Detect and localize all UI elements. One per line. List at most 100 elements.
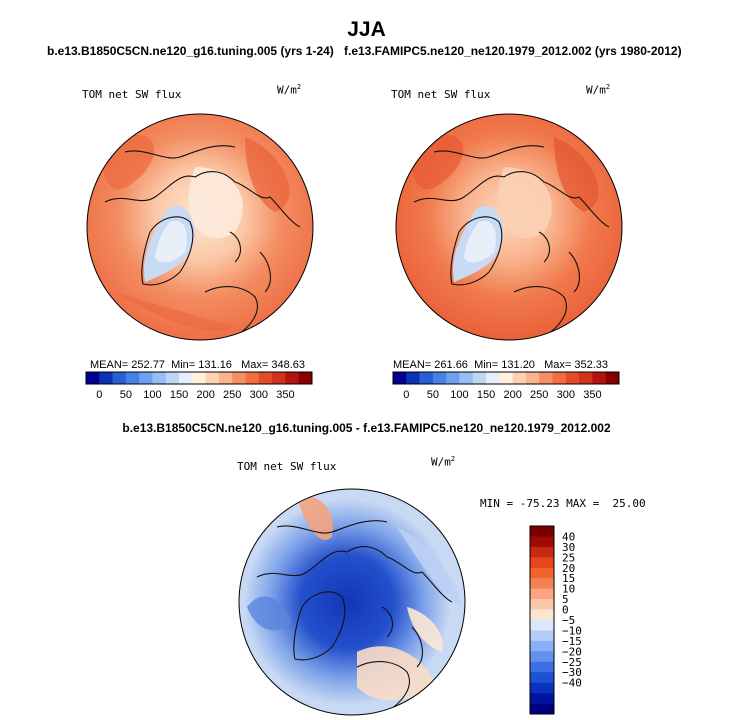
obs-colorbar-box xyxy=(512,372,527,384)
model-colorbar-box xyxy=(245,372,260,384)
model-case-title: b.e13.B1850C5CN.ne120_g16.tuning.005 (yr… xyxy=(47,44,334,58)
diff-coastlines xyxy=(256,520,453,713)
obs-colorbar: 0 50 100 150 200 250 300 350 xyxy=(392,371,620,401)
model-colorbar-box xyxy=(205,372,220,384)
diff-colorbar-tick-label: 15 xyxy=(562,572,575,585)
diff-stats: MIN = -75.23 MAX = 25.00 xyxy=(480,497,646,510)
diff-colorbar-box xyxy=(530,672,554,683)
obs-colorbar-box xyxy=(486,372,500,384)
diff-colorbar-box xyxy=(530,682,554,694)
diff-colorbar-box xyxy=(530,703,554,715)
obs-colorbar-box xyxy=(539,372,553,384)
obs-colorbar-tick-label: 150 xyxy=(477,389,495,401)
model-colorbar-box xyxy=(218,372,233,384)
model-colorbar-box xyxy=(285,372,300,384)
diff-case-title: b.e13.B1850C5CN.ne120_g16.tuning.005 - f… xyxy=(122,421,611,435)
obs-colorbar-box xyxy=(432,372,447,384)
obs-colorbar-tick-label: 100 xyxy=(450,389,468,401)
model-colorbar-box xyxy=(272,372,286,384)
diff-units-label: W/m2 xyxy=(431,455,456,469)
diff-colorbar-box xyxy=(530,661,554,673)
diff-colorbar-box xyxy=(530,567,554,579)
diff-colorbar-tick-label: −10 xyxy=(562,624,582,637)
obs-colorbar-box xyxy=(446,372,460,384)
obs-colorbar-box xyxy=(605,372,620,384)
model-stats: MEAN= 252.77 Min= 131.16 Max= 348.63 xyxy=(90,359,306,371)
diff-colorbar-box xyxy=(530,651,554,663)
obs-colorbar-box xyxy=(552,372,567,384)
model-colorbar-box xyxy=(152,372,167,384)
diff-colorbar-tick-label: −25 xyxy=(562,656,582,669)
obs-coastlines xyxy=(413,145,610,338)
model-colorbar-box xyxy=(258,372,273,384)
model-colorbar-box xyxy=(192,372,206,384)
diff-colorbar-tick-label: −15 xyxy=(562,635,582,648)
model-colorbar-box xyxy=(125,372,140,384)
obs-case-title: f.e13.FAMIPC5.ne120_ne120.1979_2012.002 … xyxy=(344,44,682,58)
diff-colorbar-frame xyxy=(529,525,555,715)
diff-variable-label: TOM net SW flux xyxy=(237,460,337,473)
diff-colorbar-tick-label: 0 xyxy=(562,604,569,617)
obs-colorbar-box xyxy=(592,372,607,384)
model-colorbar-box xyxy=(232,372,246,384)
model-colorbar-box xyxy=(112,372,127,384)
model-units-label: W/m2 xyxy=(277,83,302,97)
obs-units-label: W/m2 xyxy=(586,83,611,97)
diff-colorbar-tick-label: 20 xyxy=(562,562,575,575)
model-variable-label: TOM net SW flux xyxy=(82,88,182,101)
diff-colorbar-tick-label: −40 xyxy=(562,677,582,690)
diff-colorbar-box xyxy=(530,630,554,642)
diff-colorbar-box xyxy=(530,640,554,652)
diff-colorbar-box xyxy=(530,693,554,704)
model-colorbar-box xyxy=(165,372,180,384)
model-colorbar-box xyxy=(298,372,313,384)
obs-colorbar-box xyxy=(499,372,513,384)
model-colorbar-frame xyxy=(85,371,313,385)
diff-colorbar-box xyxy=(530,578,554,589)
obs-colorbar-frame xyxy=(392,371,620,385)
diff-colorbar-box xyxy=(530,609,554,621)
obs-colorbar-tick-label: 50 xyxy=(427,389,439,401)
obs-colorbar-box xyxy=(525,372,540,384)
model-colorbar-tick-label: 150 xyxy=(170,389,188,401)
model-colorbar-tick-label: 0 xyxy=(96,389,102,401)
obs-map-border xyxy=(395,113,623,341)
diff-colorbar-box xyxy=(530,526,554,537)
model-colorbar-box xyxy=(86,372,100,384)
obs-colorbar-box xyxy=(565,372,580,384)
model-coastlines xyxy=(104,145,301,338)
model-colorbar-tick-label: 350 xyxy=(276,389,294,401)
model-colorbar-tick-label: 50 xyxy=(120,389,132,401)
obs-colorbar-tick-label: 300 xyxy=(557,389,575,401)
diff-colorbar-tick-label: 30 xyxy=(562,541,575,554)
diff-colorbar-box xyxy=(530,599,554,610)
diff-colorbar-tick-label: −5 xyxy=(562,614,575,627)
diff-colorbar-box xyxy=(530,588,554,600)
obs-colorbar-tick-label: 350 xyxy=(583,389,601,401)
model-colorbar-tick-label: 100 xyxy=(143,389,161,401)
model-colorbar: 0 50 100 150 200 250 300 350 xyxy=(85,371,313,401)
model-colorbar-box xyxy=(139,372,153,384)
model-colorbar-box xyxy=(179,372,193,384)
diff-colorbar-tick-label: 40 xyxy=(562,530,575,543)
model-colorbar-tick-label: 300 xyxy=(250,389,268,401)
page-title: JJA xyxy=(347,18,386,41)
diff-polar-map xyxy=(238,488,466,716)
obs-stats: MEAN= 261.66 Min= 131.20 Max= 352.33 xyxy=(393,359,609,371)
obs-colorbar-box xyxy=(579,372,593,384)
diff-colorbar-tick-label: 25 xyxy=(562,551,575,564)
diff-colorbar-tick-label: −20 xyxy=(562,645,582,658)
diff-colorbar-tick-label: 5 xyxy=(562,593,569,606)
obs-colorbar-box xyxy=(406,372,420,384)
diff-colorbar-tick-label: 10 xyxy=(562,583,575,596)
diff-map-border xyxy=(238,488,466,716)
obs-colorbar-box xyxy=(472,372,487,384)
obs-colorbar-tick-label: 200 xyxy=(503,389,521,401)
diff-colorbar-box xyxy=(530,536,554,548)
model-colorbar-tick-label: 250 xyxy=(223,389,241,401)
model-colorbar-box xyxy=(99,372,113,384)
obs-variable-label: TOM net SW flux xyxy=(391,88,491,101)
diff-colorbar-box xyxy=(530,620,554,631)
model-colorbar-tick-label: 200 xyxy=(196,389,214,401)
diff-colorbar-box xyxy=(530,557,554,569)
